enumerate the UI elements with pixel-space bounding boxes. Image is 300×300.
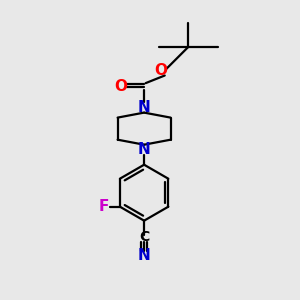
Text: O: O [114, 79, 127, 94]
Text: N: N [138, 248, 151, 263]
Text: N: N [138, 142, 151, 158]
Text: N: N [138, 100, 151, 115]
Text: F: F [98, 199, 109, 214]
Text: O: O [154, 63, 167, 78]
Text: C: C [139, 230, 149, 244]
